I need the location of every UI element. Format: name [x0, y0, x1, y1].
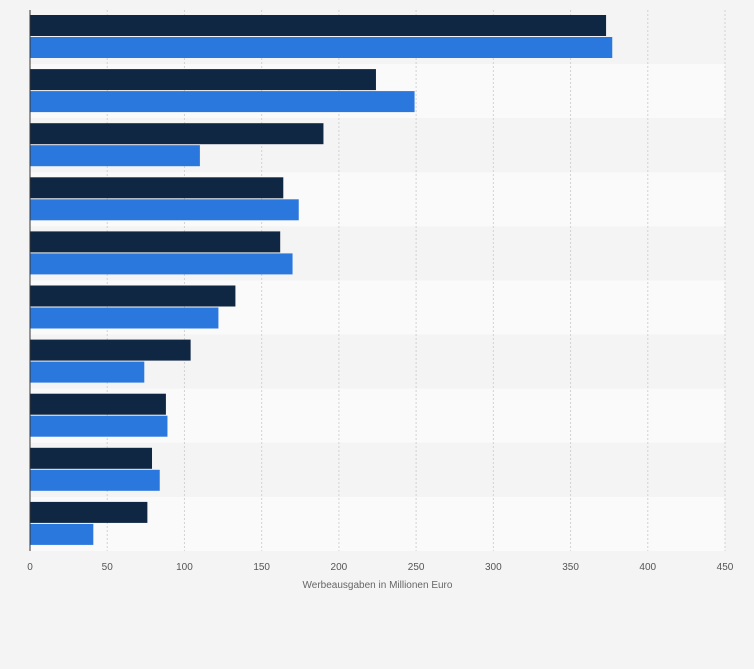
bar: [30, 15, 607, 36]
x-tick-label: 300: [485, 562, 502, 573]
x-tick-label: 50: [102, 562, 114, 573]
bar: [30, 339, 191, 361]
bar: [30, 69, 376, 91]
bar: [30, 231, 281, 253]
bar: [30, 415, 168, 437]
x-tick-label: 100: [176, 562, 193, 573]
x-tick-label: 250: [408, 562, 425, 573]
x-axis-title: Werbeausgaben in Millionen Euro: [303, 580, 453, 591]
bar: [30, 37, 613, 58]
bar: [30, 177, 284, 199]
bar: [30, 145, 200, 167]
bar: [30, 123, 324, 145]
x-tick-label: 200: [331, 562, 348, 573]
x-tick-label: 150: [253, 562, 270, 573]
bar: [30, 393, 166, 415]
bar: [30, 361, 145, 383]
bar: [30, 91, 415, 113]
bar: [30, 501, 148, 523]
x-tick-label: 0: [27, 562, 33, 573]
bar: [30, 253, 293, 275]
x-tick-label: 400: [639, 562, 656, 573]
bars: [30, 15, 613, 545]
bar: [30, 469, 160, 491]
x-tick-label: 350: [562, 562, 579, 573]
bar: [30, 447, 153, 469]
x-axis-ticks: 0 50 100 150 200 250 300 350 400 450: [27, 562, 734, 573]
bar: [30, 199, 299, 221]
bar: [30, 307, 219, 329]
x-tick-label: 450: [717, 562, 734, 573]
bar: [30, 285, 236, 307]
bar: [30, 523, 94, 545]
